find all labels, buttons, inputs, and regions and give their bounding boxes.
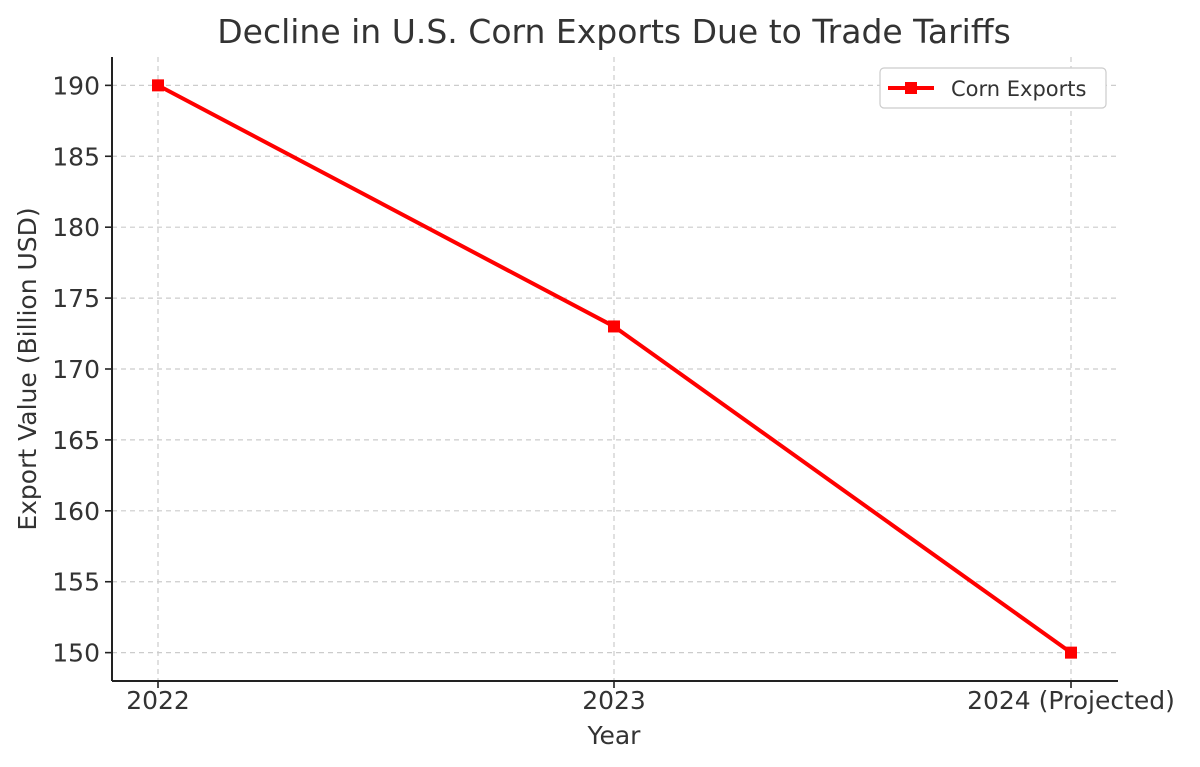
y-axis-label: Export Value (Billion USD) bbox=[13, 207, 42, 530]
x-gridlines bbox=[157, 57, 1072, 681]
y-gridlines bbox=[112, 84, 1118, 654]
y-tick-label: 160 bbox=[52, 497, 100, 526]
x-tick-label: 2024 (Projected) bbox=[967, 686, 1175, 715]
y-tick-label: 175 bbox=[52, 284, 100, 313]
legend-series-marker bbox=[905, 82, 917, 94]
legend: Corn Exports bbox=[879, 67, 1107, 109]
x-axis-ticks: 2022 2023 2024 (Projected) bbox=[126, 681, 1175, 715]
data-point-marker bbox=[152, 79, 164, 92]
y-tick-label: 170 bbox=[52, 355, 100, 384]
x-tick-label: 2023 bbox=[582, 686, 646, 715]
y-tick-label: 155 bbox=[52, 568, 100, 597]
y-tick-label: 190 bbox=[52, 71, 100, 100]
legend-series-label: Corn Exports bbox=[951, 77, 1086, 101]
chart-title: Decline in U.S. Corn Exports Due to Trad… bbox=[217, 12, 1011, 51]
y-tick-label: 180 bbox=[52, 213, 100, 242]
y-tick-label: 185 bbox=[52, 142, 100, 171]
series-group bbox=[152, 79, 1077, 659]
x-axis-label: Year bbox=[587, 721, 642, 750]
data-point-marker bbox=[608, 320, 620, 333]
data-point-marker bbox=[1065, 646, 1077, 659]
x-tick-label: 2022 bbox=[126, 686, 190, 715]
y-axis-ticks: 150 155 160 165 170 175 180 185 190 bbox=[52, 71, 112, 668]
legend-box bbox=[879, 67, 1107, 109]
y-tick-label: 150 bbox=[52, 639, 100, 668]
y-tick-label: 165 bbox=[52, 426, 100, 455]
